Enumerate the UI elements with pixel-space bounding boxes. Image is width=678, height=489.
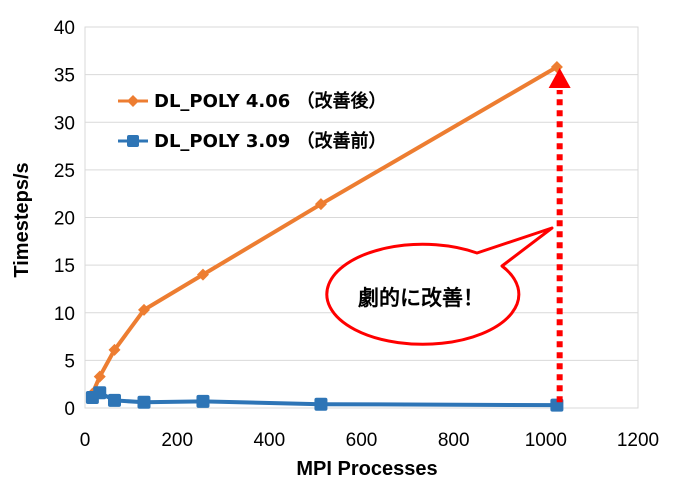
- legend-label-1: DL_POLY 4.06 （改善後）: [154, 90, 387, 112]
- x-tick-label: 0: [80, 430, 91, 451]
- callout: 劇的に改善！: [325, 226, 554, 346]
- data-point: [314, 397, 328, 411]
- data-point: [196, 394, 210, 408]
- data-point: [108, 343, 121, 356]
- y-tick-label: 40: [54, 18, 75, 39]
- data-point: [93, 386, 107, 400]
- legend-marker-2: [127, 135, 139, 147]
- series-layer: [85, 61, 564, 412]
- y-axis-title: Timesteps/s: [11, 162, 33, 277]
- x-tick-label: 600: [346, 430, 378, 451]
- data-point: [137, 303, 150, 316]
- x-tick-label: 200: [161, 430, 193, 451]
- legend-item-2: DL_POLY 3.09 （改善前）: [118, 130, 387, 152]
- callout-bubble: [325, 226, 554, 346]
- x-tick-label: 400: [253, 430, 285, 451]
- x-tick-label: 800: [438, 430, 470, 451]
- legend-marker-1: [127, 95, 139, 107]
- data-point: [196, 268, 209, 281]
- data-point: [137, 395, 151, 409]
- x-tick-labels: 0 200 400 600 800 1000 1200: [80, 430, 659, 451]
- x-tick-label: 1200: [617, 430, 659, 451]
- x-tick-label: 1000: [525, 430, 567, 451]
- y-tick-label: 30: [54, 113, 75, 134]
- legend-item-1: DL_POLY 4.06 （改善後）: [118, 90, 387, 112]
- legend-label-2: DL_POLY 3.09 （改善前）: [154, 130, 387, 152]
- y-tick-label: 5: [64, 351, 75, 372]
- improvement-arrow: [548, 67, 571, 403]
- y-tick-label: 10: [54, 304, 75, 325]
- data-point: [93, 370, 106, 383]
- data-point: [314, 198, 327, 211]
- data-point: [107, 393, 121, 407]
- y-tick-label: 15: [54, 256, 75, 277]
- series-2: [85, 386, 564, 412]
- callout-text: 劇的に改善！: [358, 286, 484, 310]
- y-tick-label: 35: [54, 66, 75, 87]
- arrow-head: [548, 67, 571, 88]
- legend: DL_POLY 4.06 （改善後） DL_POLY 3.09 （改善前）: [118, 90, 387, 152]
- y-tick-label: 20: [54, 209, 75, 230]
- y-tick-label: 0: [64, 399, 75, 420]
- y-tick-label: 25: [54, 161, 75, 182]
- x-axis-title: MPI Processes: [296, 458, 437, 480]
- y-tick-labels: 0 5 10 15 20 25 30 35 40: [54, 18, 75, 420]
